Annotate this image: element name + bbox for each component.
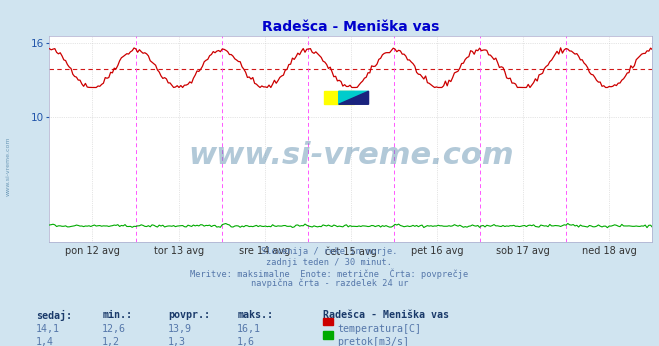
Text: maks.:: maks.: (237, 310, 273, 320)
Text: Slovenija / reke in morje.: Slovenija / reke in morje. (261, 247, 398, 256)
Text: 13,9: 13,9 (168, 324, 192, 334)
Polygon shape (339, 91, 368, 104)
Text: pretok[m3/s]: pretok[m3/s] (337, 337, 409, 346)
Text: 1,4: 1,4 (36, 337, 54, 346)
Text: 12,6: 12,6 (102, 324, 126, 334)
Bar (324, 91, 354, 104)
Text: www.si-vreme.com: www.si-vreme.com (5, 136, 11, 196)
Text: www.si-vreme.com: www.si-vreme.com (188, 141, 514, 170)
Text: Radešca - Meniška vas: Radešca - Meniška vas (323, 310, 449, 320)
Text: zadnji teden / 30 minut.: zadnji teden / 30 minut. (266, 258, 393, 267)
Text: povpr.:: povpr.: (168, 310, 210, 320)
Title: Radešca - Meniška vas: Radešca - Meniška vas (262, 20, 440, 34)
Text: Meritve: maksimalne  Enote: metrične  Črta: povprečje: Meritve: maksimalne Enote: metrične Črta… (190, 268, 469, 279)
Text: 14,1: 14,1 (36, 324, 60, 334)
Text: min.:: min.: (102, 310, 132, 320)
Polygon shape (339, 91, 368, 104)
Text: navpična črta - razdelek 24 ur: navpična črta - razdelek 24 ur (251, 279, 408, 288)
Text: sedaj:: sedaj: (36, 310, 72, 321)
Text: 16,1: 16,1 (237, 324, 261, 334)
Text: temperatura[C]: temperatura[C] (337, 324, 421, 334)
Text: 1,6: 1,6 (237, 337, 255, 346)
Text: 1,3: 1,3 (168, 337, 186, 346)
Text: 1,2: 1,2 (102, 337, 120, 346)
